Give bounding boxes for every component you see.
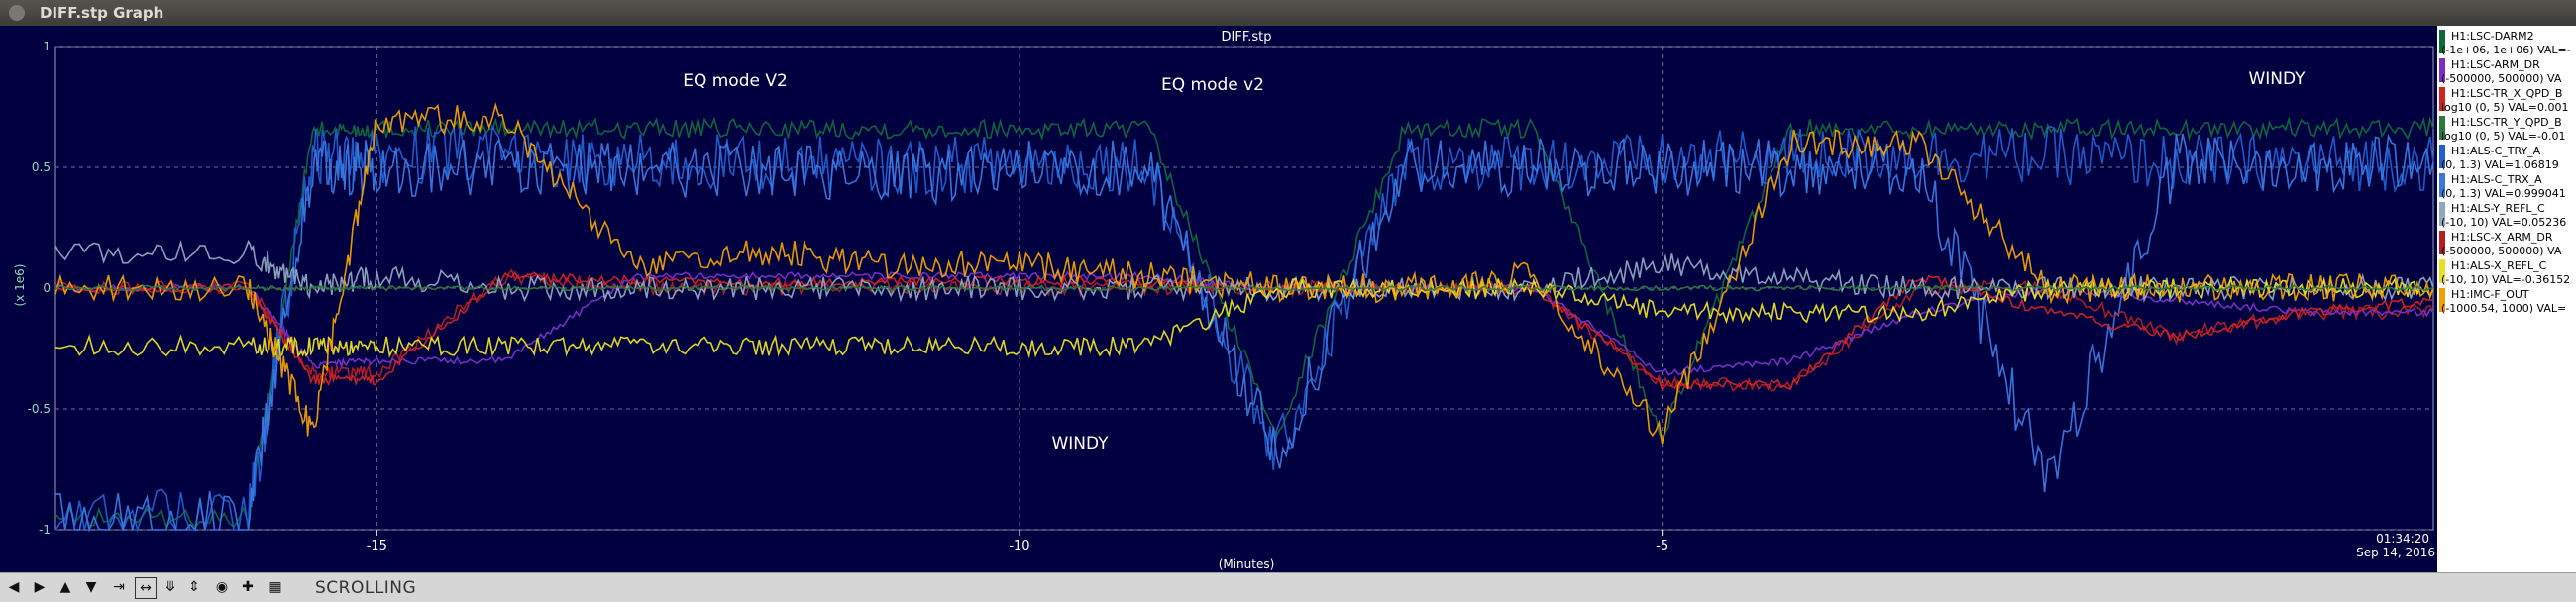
legend-channel-name: H1:ALS-X_REFL_C [2451, 259, 2547, 272]
x-tick-label: -15 [367, 539, 387, 553]
legend-channel-name: H1:LSC-DARM2 [2451, 30, 2534, 43]
trace-h1-imc-f-out [54, 102, 2434, 445]
legend-channel-name: H1:ALS-Y_REFL_C [2451, 202, 2545, 215]
legend-color-swatch [2439, 288, 2445, 312]
legend-channel-range: (-1000.54, 1000) VAL= [2441, 302, 2566, 315]
legend-color-swatch [2439, 30, 2445, 53]
zoom-x-in-icon[interactable]: ⇥ [113, 579, 125, 595]
scrolling-status: SCROLLING [315, 578, 417, 598]
legend-channel-range: log10 (0, 5) VAL=-0.01 [2441, 130, 2566, 143]
toolbar: ◀ ▶ ▲ ▼ ⇥ ↔ ⤋ ⇕ ◉ ✚ ▦ SCROLLING [0, 572, 2576, 602]
x-tick-label: -10 [1009, 539, 1029, 553]
trace-h1-lsc-tr-y-qpd-b [54, 283, 2434, 292]
y-tick-label: 0 [43, 281, 51, 295]
x-tick-label: -5 [1656, 539, 1668, 553]
trace-h1-lsc-x-arm-dr [54, 268, 2434, 395]
y-tick-label: 1 [43, 40, 51, 53]
legend-color-swatch [2439, 116, 2445, 140]
annotation-windy-1: WINDY [1051, 434, 1109, 453]
y-tick-label: 0.5 [32, 160, 51, 174]
legend-channel-name: H1:ALS-C_TRX_A [2451, 173, 2542, 186]
window-titlebar: DIFF.stp Graph [0, 0, 2576, 26]
legend-channel-range: (-500000, 500000) VA [2441, 72, 2562, 85]
y-axis-label: (x 1e6) [13, 264, 27, 307]
arrow-down-icon[interactable]: ▼ [85, 579, 97, 595]
trace-h1-als-c-trx-a [54, 133, 2434, 533]
plot-canvas[interactable]: DIFF.stp (x 1e6) (Minutes) 01:34:20 Sep … [0, 26, 2576, 572]
legend-background [2437, 26, 2576, 572]
legend-color-swatch [2439, 202, 2445, 226]
legend-channel-name: H1:ALS-C_TRY_A [2451, 145, 2541, 157]
legend-color-swatch [2439, 173, 2445, 197]
arrow-up-icon[interactable]: ▲ [59, 579, 71, 595]
record-icon[interactable]: ◉ [215, 579, 229, 595]
legend-color-swatch [2439, 259, 2445, 283]
annotation-windy-2: WINDY [2248, 69, 2306, 89]
arrow-left-icon[interactable]: ◀ [8, 579, 20, 595]
legend-channel-name: H1:LSC-TR_Y_QPD_B [2451, 116, 2562, 129]
legend-channel-name: H1:LSC-TR_X_QPD_B [2451, 87, 2562, 100]
y-tick-label: -1 [39, 523, 51, 537]
x-axis-label: (Minutes) [1219, 557, 1275, 571]
legend-channel-range: log10 (0, 5) VAL=0.001 [2441, 101, 2569, 114]
legend-channel-range: (-500000, 500000) VA [2441, 245, 2562, 257]
trace-h1-lsc-tr-x-qpd-b [54, 270, 2434, 391]
annotation-eq-mode-2: EQ mode v2 [1161, 75, 1264, 95]
legend-channel-range: (0, 1.3) VAL=0.999041 [2441, 187, 2566, 200]
legend-color-swatch [2439, 58, 2445, 82]
legend-channel-range: (-10, 10) VAL=0.05236 [2441, 216, 2566, 229]
arrow-right-icon[interactable]: ▶ [34, 579, 46, 595]
y-tick-label: -0.5 [28, 402, 51, 416]
legend-color-swatch [2439, 231, 2445, 254]
trace-h1-als-x-refl-c [54, 275, 2434, 359]
end-date-label: Sep 14, 2016 [2356, 546, 2435, 559]
legend-channel-name: H1:IMC-F_OUT [2451, 288, 2529, 301]
end-time-label: 01:34:20 [2376, 532, 2429, 546]
graph-area: DIFF.stp (x 1e6) (Minutes) 01:34:20 Sep … [0, 26, 2576, 572]
legend-channel-range: (-10, 10) VAL=-0.36152 [2441, 273, 2570, 286]
zoom-y-out-icon[interactable]: ⇕ [188, 579, 200, 595]
legend-channel-name: H1:LSC-X_ARM_DR [2451, 231, 2553, 244]
zoom-x-out-icon[interactable]: ↔ [135, 577, 157, 599]
legend-color-swatch [2439, 87, 2445, 111]
annotation-eq-mode-1: EQ mode V2 [683, 71, 788, 91]
legend-color-swatch [2439, 145, 2445, 168]
image-icon[interactable]: ▦ [268, 579, 282, 595]
legend-channel-range: (0, 1.3) VAL=1.06819 [2441, 158, 2559, 171]
add-icon[interactable]: ✚ [242, 579, 254, 595]
legend: H1:LSC-DARM2(-1e+06, 1e+06) VAL=- H1:LSC-… [2437, 26, 2576, 572]
zoom-y-in-icon[interactable]: ⤋ [164, 579, 176, 595]
plot-title: DIFF.stp [1222, 30, 1272, 45]
legend-channel-range: (-1e+06, 1e+06) VAL=- [2441, 44, 2571, 56]
window-close-button[interactable] [9, 5, 25, 21]
window-title: DIFF.stp Graph [40, 4, 164, 22]
legend-channel-name: H1:LSC-ARM_DR [2451, 58, 2540, 71]
